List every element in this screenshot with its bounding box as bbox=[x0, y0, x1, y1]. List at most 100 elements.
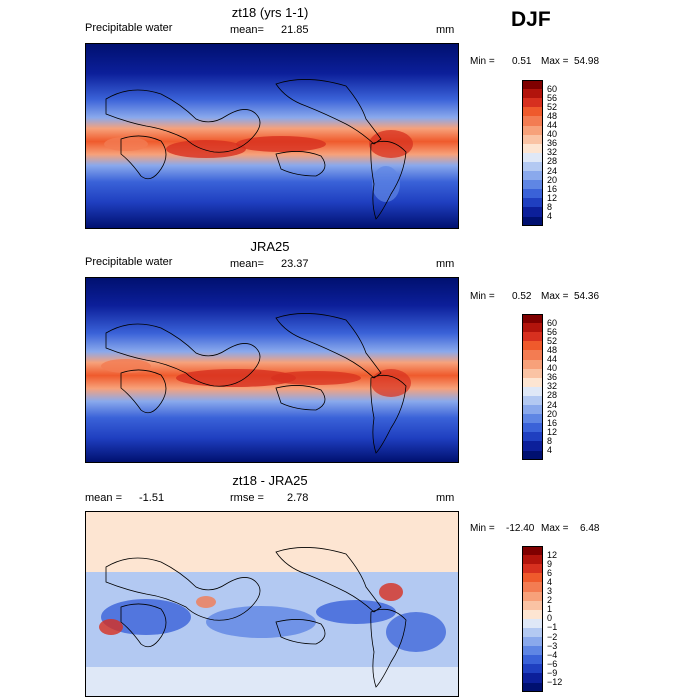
panel3-colorbar-label: −6 bbox=[547, 658, 558, 669]
panel3-colorbar-frame bbox=[522, 546, 543, 692]
panel3-colorbar-label: −4 bbox=[547, 649, 558, 660]
panel2-colorbar-label: 4 bbox=[547, 445, 553, 455]
panel3-colorbar-label: 9 bbox=[547, 558, 553, 569]
panel3-colorbar-swatch bbox=[522, 573, 543, 583]
panel1-colorbar-swatch bbox=[522, 152, 543, 163]
panel3-colorbar-swatch bbox=[522, 609, 543, 620]
panel3-colorbar-label: 1 bbox=[547, 604, 553, 615]
panel1-colorbar-label: 4 bbox=[547, 211, 553, 221]
panel2-field-label: Precipitable water bbox=[85, 256, 173, 268]
season-label: DJF bbox=[511, 8, 551, 31]
panel2-min-value: 0.52 bbox=[512, 291, 532, 302]
panel2-colorbar-swatch bbox=[522, 423, 543, 433]
panel3-colorbar-label: −1 bbox=[547, 622, 558, 633]
panel1-min-label: Min = bbox=[470, 56, 495, 67]
panel1-colorbar-swatch bbox=[522, 180, 543, 190]
panel3-colorbar-label: 0 bbox=[547, 613, 553, 624]
panel1-colorbar-label: 40 bbox=[547, 129, 558, 140]
panel1-field-label: Precipitable water bbox=[85, 22, 173, 34]
panel2-colorbar-label: 8 bbox=[547, 435, 553, 446]
panel1-colorbar-label: 20 bbox=[547, 174, 558, 185]
panel2-map-graphic bbox=[86, 278, 458, 462]
panel3-min-label: Min = bbox=[470, 523, 495, 534]
panel2-colorbar-swatch bbox=[522, 359, 543, 370]
panel2-colorbar-label: 12 bbox=[547, 426, 558, 437]
panel1-colorbar-label: 48 bbox=[547, 110, 558, 121]
panel1-colorbar-swatch bbox=[522, 116, 543, 126]
panel2-colorbar-swatch bbox=[522, 395, 543, 406]
panel2-colorbar-swatch bbox=[522, 441, 543, 451]
panel1-colorbar-swatch bbox=[522, 161, 543, 172]
panel3-min-value: -12.40 bbox=[506, 523, 535, 534]
panel3-colorbar-swatch bbox=[522, 627, 543, 638]
panel1-colorbar-frame bbox=[522, 80, 543, 226]
panel2-colorbar-swatch bbox=[522, 432, 543, 442]
panel1-colorbar-label: 60 bbox=[547, 83, 558, 94]
panel1-colorbar-swatch bbox=[522, 198, 543, 208]
panel1-colorbar-swatch bbox=[522, 125, 543, 136]
panel2-title: JRA25 bbox=[250, 239, 290, 254]
panel1-colorbar-label: 8 bbox=[547, 201, 553, 212]
panel2-map bbox=[85, 277, 459, 463]
panel1-colorbar-label: 44 bbox=[547, 120, 558, 130]
panel3-colorbar-label: −9 bbox=[547, 667, 558, 678]
panel1-colorbar-swatch bbox=[522, 189, 543, 199]
panel3-mean-value: -1.51 bbox=[139, 492, 165, 504]
panel3-colorbar-swatch bbox=[522, 618, 543, 629]
panel3-colorbar-swatch bbox=[522, 673, 543, 683]
panel2-colorbar-label: 52 bbox=[547, 335, 558, 346]
panel2-colorbar-label: 28 bbox=[547, 390, 558, 401]
panel1-title: zt18 (yrs 1-1) bbox=[231, 5, 309, 20]
panel3-title: zt18 - JRA25 bbox=[232, 473, 308, 488]
panel2-colorbar-swatch bbox=[522, 332, 543, 342]
panel3-rmse-label: rmse = bbox=[230, 492, 264, 504]
panel2-colorbar-label: 32 bbox=[547, 381, 558, 392]
panel1-colorbar-label: 36 bbox=[547, 138, 558, 149]
panel1-colorbar-swatch bbox=[522, 207, 543, 217]
panel1-colorbar-swatch bbox=[522, 134, 543, 145]
panel2-colorbar-label: 44 bbox=[547, 354, 558, 364]
panel1-colorbar-swatch bbox=[522, 216, 543, 227]
panel3-colorbar-label: 2 bbox=[547, 595, 553, 606]
panel3-colorbar-label: −3 bbox=[547, 640, 558, 651]
panel2-max-label: Max = bbox=[541, 291, 569, 302]
panel3-colorbar-swatch bbox=[522, 655, 543, 665]
panel3-max-value: 6.48 bbox=[580, 523, 600, 534]
panel1-colorbar-swatch bbox=[522, 171, 543, 181]
panel2-colorbar-swatch bbox=[522, 368, 543, 379]
panel2-colorbar-label: 36 bbox=[547, 372, 558, 383]
panel3-max-label: Max = bbox=[541, 523, 569, 534]
panel1-map-graphic bbox=[86, 44, 458, 228]
panel3-mean-label: mean = bbox=[85, 492, 122, 504]
panel3-colorbar-label: −12 bbox=[547, 677, 563, 687]
panel1-colorbar-swatch bbox=[522, 89, 543, 99]
panel1-colorbar-label: 16 bbox=[547, 183, 558, 194]
panel3-colorbar-label: 6 bbox=[547, 567, 553, 578]
panel1-map bbox=[85, 43, 459, 229]
panel2-min-label: Min = bbox=[470, 291, 495, 302]
panel1-units: mm bbox=[436, 24, 455, 36]
panel3-colorbar-swatch bbox=[522, 555, 543, 565]
panel3-units: mm bbox=[436, 492, 455, 504]
panel2-colorbar-swatch bbox=[522, 350, 543, 360]
panel3-colorbar-label: 4 bbox=[547, 576, 553, 587]
panel1-colorbar-label: 28 bbox=[547, 156, 558, 167]
panel1-mean-label: mean= bbox=[230, 24, 264, 36]
panel2-colorbar-label: 16 bbox=[547, 417, 558, 428]
panel2-colorbar-label: 48 bbox=[547, 344, 558, 355]
panel2-colorbar-swatch bbox=[522, 450, 543, 461]
panel3-colorbar-label: 3 bbox=[547, 586, 553, 596]
panel2-colorbar-swatch bbox=[522, 414, 543, 424]
panel1-min-value: 0.51 bbox=[512, 56, 532, 67]
panel1-mean-value: 21.85 bbox=[281, 24, 309, 36]
panel3-map bbox=[85, 511, 459, 697]
panel2-colorbar-swatch bbox=[522, 377, 543, 388]
panel1-colorbar-label: 52 bbox=[547, 101, 558, 112]
panel1-colorbar-label: 24 bbox=[547, 165, 558, 176]
panel2-colorbar-swatch bbox=[522, 341, 543, 351]
panel2-colorbar-swatch bbox=[522, 386, 543, 397]
panel2-colorbar-label: 40 bbox=[547, 363, 558, 374]
panel1-colorbar-label: 12 bbox=[547, 192, 558, 203]
panel3-colorbar-swatch bbox=[522, 664, 543, 674]
panel3-colorbar-swatch bbox=[522, 546, 543, 556]
